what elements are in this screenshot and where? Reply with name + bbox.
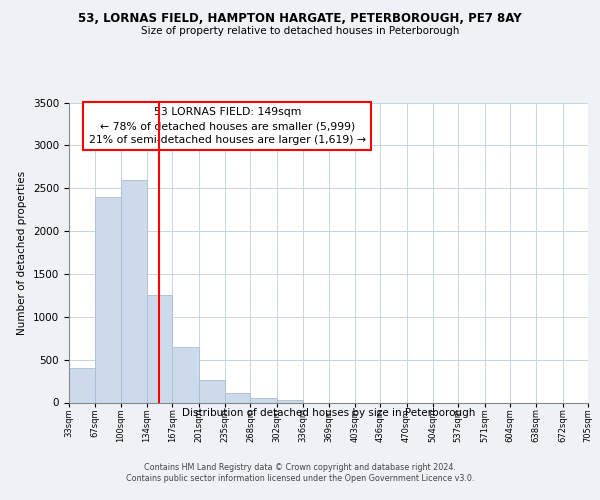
Bar [95,197,121,402]
Bar [121,180,147,402]
Bar [277,400,303,402]
Bar [172,347,199,403]
Text: Size of property relative to detached houses in Peterborough: Size of property relative to detached ho… [141,26,459,36]
Text: Distribution of detached houses by size in Peterborough: Distribution of detached houses by size … [182,408,475,418]
Y-axis label: Number of detached properties: Number of detached properties [17,170,28,334]
Text: 53, LORNAS FIELD, HAMPTON HARGATE, PETERBOROUGH, PE7 8AY: 53, LORNAS FIELD, HAMPTON HARGATE, PETER… [78,12,522,26]
Bar [199,380,225,402]
Bar [225,393,250,402]
Text: 53 LORNAS FIELD: 149sqm
← 78% of detached houses are smaller (5,999)
21% of semi: 53 LORNAS FIELD: 149sqm ← 78% of detache… [89,107,366,145]
Text: Contains HM Land Registry data © Crown copyright and database right 2024.: Contains HM Land Registry data © Crown c… [144,462,456,471]
Text: Contains public sector information licensed under the Open Government Licence v3: Contains public sector information licen… [126,474,474,483]
Bar [69,368,95,402]
Bar [250,398,277,402]
Bar [147,296,172,403]
